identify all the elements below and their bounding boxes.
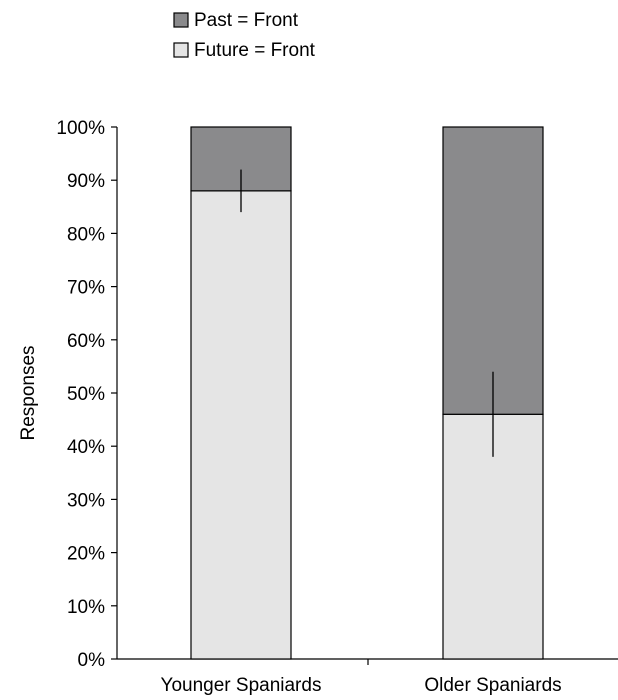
bars xyxy=(190,126,544,660)
y-tick-label: 30% xyxy=(67,490,105,511)
bar-segment xyxy=(190,190,292,660)
y-tick-label: 70% xyxy=(67,278,105,299)
legend-swatch xyxy=(173,12,189,28)
error-bars xyxy=(240,169,494,457)
x-category-label: Older Spaniards xyxy=(424,675,561,696)
legend-label: Future = Front xyxy=(194,40,316,61)
y-tick-label: 50% xyxy=(67,384,105,405)
y-tick-label: 20% xyxy=(67,544,105,565)
y-tick-label: 90% xyxy=(67,171,105,192)
x-category-label: Younger Spaniards xyxy=(161,675,322,696)
x-axis: Younger Spaniards Older Spaniards xyxy=(117,658,618,696)
legend: Past = Front Future = Front xyxy=(173,10,316,61)
y-tick-label: 40% xyxy=(67,437,105,458)
legend-label: Past = Front xyxy=(194,10,299,31)
y-axis: 0% 10% 20% 30% 40% 50% 60% 70% 80% 90% 100% xyxy=(56,118,118,671)
y-tick-label: 10% xyxy=(67,597,105,618)
y-tick-label: 100% xyxy=(56,118,105,139)
y-tick-label: 80% xyxy=(67,224,105,245)
y-tick-label: 0% xyxy=(78,650,106,671)
y-tick-label: 60% xyxy=(67,331,105,352)
y-axis-title: Responses xyxy=(18,345,39,440)
bar-segment xyxy=(442,126,544,415)
legend-swatch xyxy=(173,42,189,58)
